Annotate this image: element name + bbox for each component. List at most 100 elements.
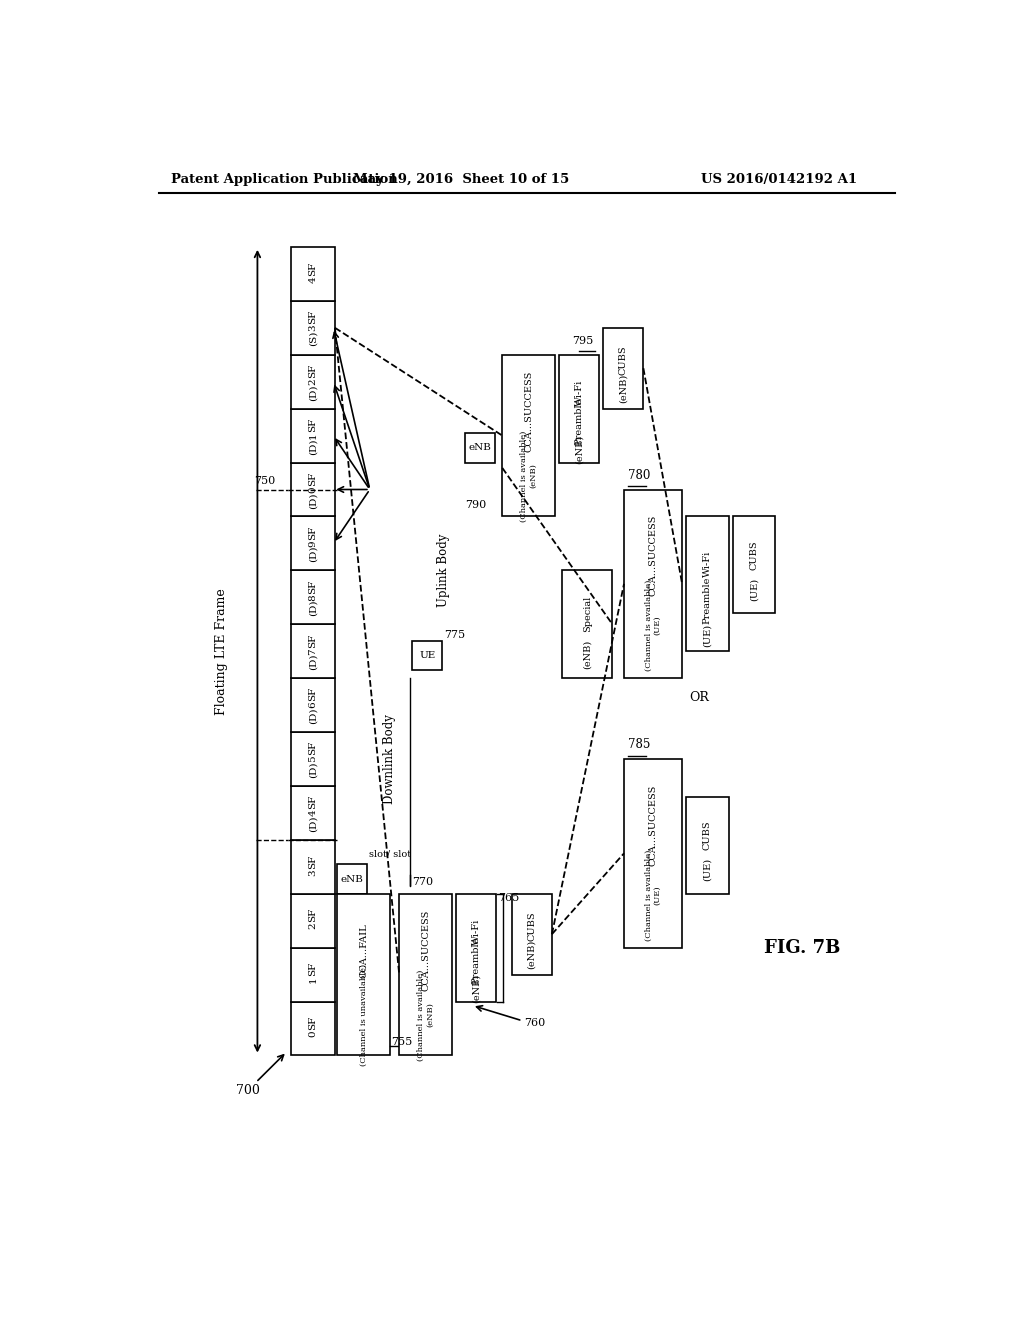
Text: (D): (D)	[308, 599, 317, 616]
Bar	[291, 355, 335, 409]
Bar	[291, 462, 335, 516]
Text: SF: SF	[308, 471, 317, 486]
Text: SF: SF	[308, 741, 317, 755]
Text: May 19, 2016  Sheet 10 of 15: May 19, 2016 Sheet 10 of 15	[353, 173, 569, 186]
Text: SF: SF	[308, 579, 317, 594]
Text: SF: SF	[308, 364, 317, 378]
Text: (UE): (UE)	[702, 623, 712, 647]
Text: UE: UE	[419, 651, 435, 660]
Text: SF: SF	[308, 1016, 317, 1030]
Text: SF: SF	[308, 854, 317, 869]
Bar	[559, 355, 599, 462]
Text: CCA...SUCCESS: CCA...SUCCESS	[648, 784, 657, 866]
Bar	[603, 327, 643, 409]
Text: (D): (D)	[308, 492, 317, 508]
Text: eNB: eNB	[341, 875, 364, 883]
Text: (D): (D)	[308, 762, 317, 777]
Text: SF: SF	[308, 634, 317, 648]
Text: (eNB): (eNB)	[527, 940, 537, 969]
Text: (D): (D)	[308, 546, 317, 562]
Text: 0: 0	[308, 486, 317, 492]
Text: Preamble: Preamble	[702, 577, 712, 623]
Text: 2: 2	[308, 923, 317, 929]
Text: 5: 5	[308, 755, 317, 763]
Text: 6: 6	[308, 702, 317, 709]
Text: CUBS: CUBS	[702, 821, 712, 850]
Text: CUBS: CUBS	[750, 540, 759, 570]
Text: (Channel is unavailable): (Channel is unavailable)	[359, 964, 368, 1067]
Bar	[456, 894, 496, 1002]
Text: (Channel is available)
(UE): (Channel is available) (UE)	[644, 579, 662, 671]
Text: (UE): (UE)	[750, 578, 759, 601]
Text: Preamble: Preamble	[471, 937, 480, 985]
Bar	[465, 433, 495, 462]
Text: 780: 780	[628, 469, 650, 482]
Text: 765: 765	[499, 892, 520, 903]
Bar	[291, 733, 335, 785]
Text: (Channel is available)
(UE): (Channel is available) (UE)	[644, 849, 662, 941]
Text: Wi-Fi: Wi-Fi	[702, 550, 712, 577]
Text: Floating LTE Frame: Floating LTE Frame	[214, 587, 227, 714]
Bar	[686, 797, 729, 894]
Text: 755: 755	[391, 1036, 413, 1047]
Text: (D): (D)	[308, 438, 317, 454]
Bar	[732, 516, 775, 614]
Text: CUBS: CUBS	[527, 911, 537, 941]
Text: 790: 790	[465, 500, 486, 510]
Text: slot/ slot: slot/ slot	[369, 849, 412, 858]
Text: 795: 795	[572, 335, 594, 346]
Text: FIG. 7B: FIG. 7B	[764, 939, 841, 957]
Text: (D): (D)	[308, 384, 317, 401]
Text: 785: 785	[628, 738, 650, 751]
Text: (eNB): (eNB)	[583, 640, 592, 669]
Bar	[291, 948, 335, 1002]
Bar	[503, 355, 555, 516]
Text: Patent Application Publication: Patent Application Publication	[171, 173, 397, 186]
Text: 760: 760	[524, 1018, 545, 1028]
Text: (D): (D)	[308, 653, 317, 671]
Text: SF: SF	[308, 962, 317, 977]
Text: SF: SF	[308, 795, 317, 809]
Text: 1: 1	[308, 432, 317, 440]
Text: eNB: eNB	[468, 444, 492, 453]
Text: (eNB): (eNB)	[471, 974, 480, 1003]
Bar	[291, 409, 335, 462]
Bar	[624, 490, 682, 678]
Bar	[512, 894, 552, 974]
Bar	[291, 894, 335, 948]
Bar	[686, 516, 729, 651]
Text: (D): (D)	[308, 708, 317, 725]
Text: 9: 9	[308, 540, 317, 546]
Text: SF: SF	[308, 417, 317, 432]
Text: 2: 2	[308, 379, 317, 385]
Text: OR: OR	[689, 690, 710, 704]
Text: CUBS: CUBS	[618, 346, 628, 375]
Text: SF: SF	[308, 525, 317, 540]
Bar	[413, 642, 442, 671]
Text: SF: SF	[308, 908, 317, 923]
Bar	[399, 894, 452, 1056]
Text: CCA...SUCCESS: CCA...SUCCESS	[524, 371, 534, 451]
Text: CCA...SUCCESS: CCA...SUCCESS	[421, 909, 430, 991]
Bar	[624, 759, 682, 948]
Bar	[291, 301, 335, 355]
Text: US 2016/0142192 A1: US 2016/0142192 A1	[701, 173, 857, 186]
Bar	[291, 624, 335, 678]
Text: 7: 7	[308, 648, 317, 655]
Text: (Channel is available)
(eNB): (Channel is available) (eNB)	[520, 430, 538, 521]
Bar	[337, 894, 390, 1056]
Text: 0: 0	[308, 1031, 317, 1038]
Bar	[291, 570, 335, 624]
Text: (D): (D)	[308, 816, 317, 832]
Text: 1: 1	[308, 977, 317, 983]
Text: (eNB): (eNB)	[618, 374, 628, 403]
Text: Wi-Fi: Wi-Fi	[471, 919, 480, 945]
Bar	[291, 785, 335, 840]
Text: 4: 4	[308, 276, 317, 282]
Text: 4: 4	[308, 809, 317, 816]
Text: 775: 775	[444, 630, 465, 640]
Text: Preamble: Preamble	[574, 397, 584, 445]
Text: 700: 700	[237, 1084, 260, 1097]
Text: Wi-Fi: Wi-Fi	[574, 379, 584, 405]
Text: SF: SF	[308, 261, 317, 276]
